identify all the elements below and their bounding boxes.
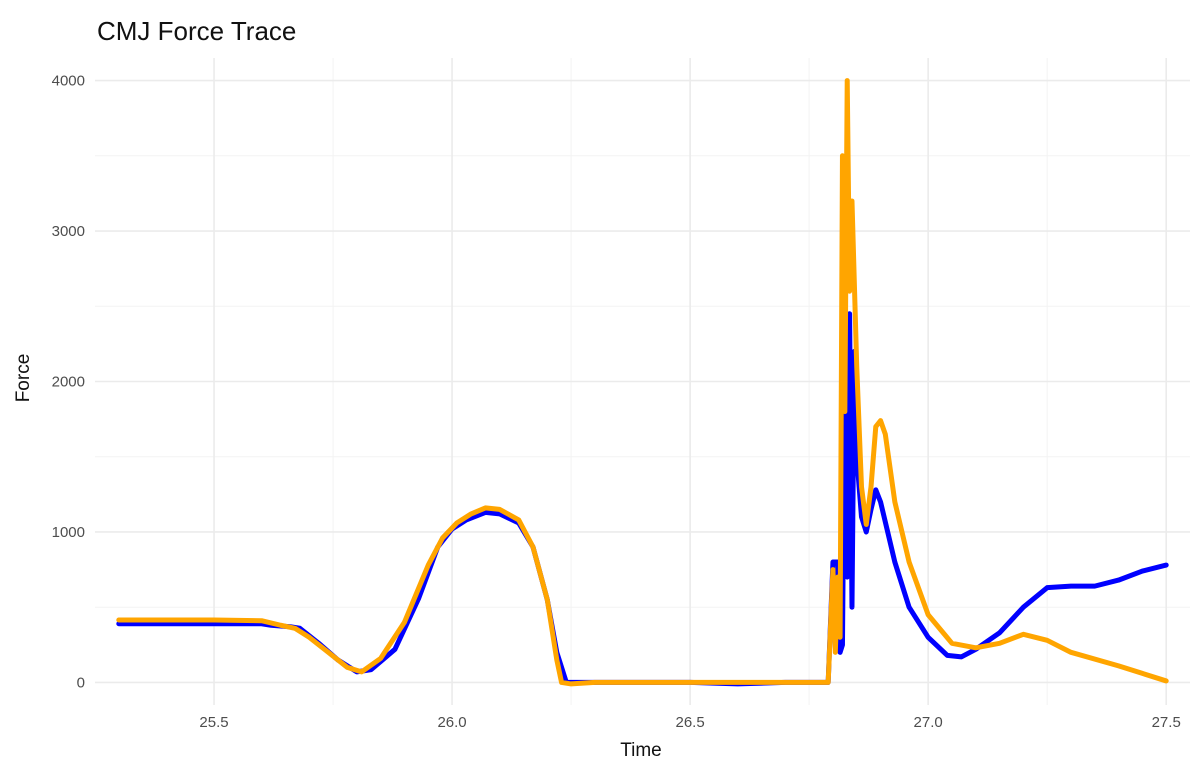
x-tick-label: 27.5 [1152, 714, 1181, 731]
x-tick-label: 26.0 [437, 714, 466, 731]
y-axis-title: Force [13, 354, 34, 403]
chart-title: CMJ Force Trace [97, 16, 296, 46]
x-tick-label: 25.5 [199, 714, 228, 731]
series-line-blue [116, 311, 1169, 687]
x-tick-label: 27.0 [914, 714, 943, 731]
series-layer [116, 78, 1169, 687]
series-line-orange [116, 78, 1169, 687]
y-tick-label: 1000 [52, 524, 85, 541]
y-tick-label: 3000 [52, 223, 85, 240]
tick-labels: 25.5 26.0 26.5 27.0 27.5 0 1000 2000 3000 4000 [52, 73, 1181, 731]
y-tick-label: 0 [77, 674, 85, 691]
x-tick-label: 26.5 [676, 714, 705, 731]
x-axis-title: Time [620, 740, 662, 761]
y-tick-label: 2000 [52, 374, 85, 391]
y-tick-label: 4000 [52, 73, 85, 90]
